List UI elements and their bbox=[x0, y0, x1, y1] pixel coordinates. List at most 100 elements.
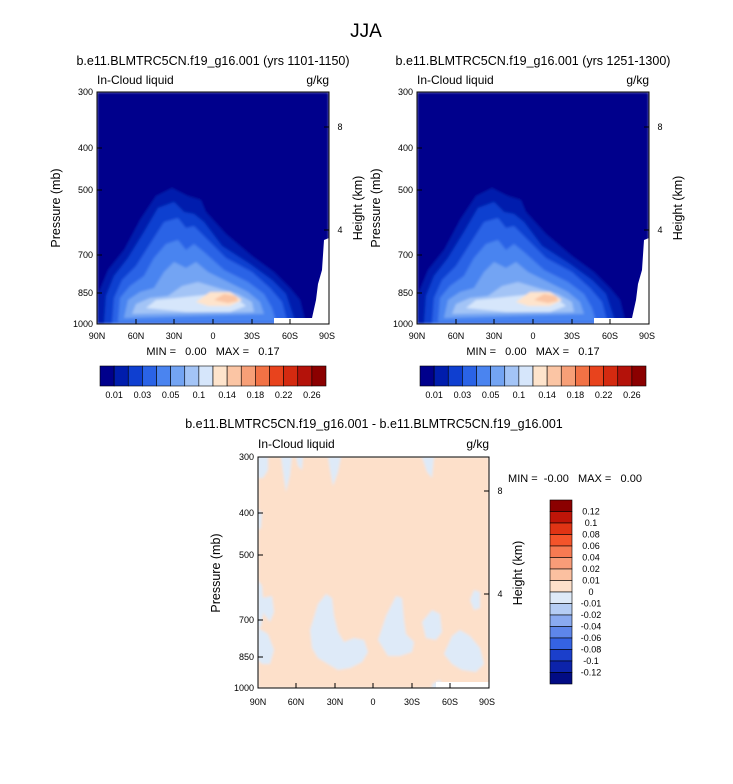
colorbar-swatch bbox=[518, 365, 534, 387]
colorbar-label: 0.01 bbox=[425, 390, 443, 400]
panel-b-field bbox=[417, 92, 649, 324]
colorbar-swatch bbox=[549, 591, 573, 604]
colorbar-swatch bbox=[549, 511, 573, 524]
colorbar-swatch bbox=[575, 365, 590, 387]
colorbar-swatch bbox=[589, 365, 604, 387]
panel-b-stats: MIN = 0.00 MAX = 0.17 bbox=[466, 346, 599, 358]
colorbar-swatch bbox=[549, 649, 573, 662]
colorbar-label: 0.18 bbox=[247, 390, 265, 400]
panel-a-xtick: 0 bbox=[210, 331, 215, 341]
colorbar-label: 0.05 bbox=[482, 390, 500, 400]
colorbar-swatch bbox=[184, 365, 200, 387]
panel-c-stats: MIN = -0.00 MAX = 0.00 bbox=[508, 473, 642, 485]
colorbar-swatch bbox=[631, 365, 647, 387]
colorbar-label: 0.1 bbox=[513, 390, 526, 400]
colorbar-label: 0.02 bbox=[582, 564, 600, 574]
panel-b-ytick: 850 bbox=[398, 288, 413, 298]
colorbar-label: -0.04 bbox=[581, 622, 602, 632]
panel-a: b.e11.BLMTRC5CN.f19_g16.001 (yrs 1101-11… bbox=[49, 54, 365, 400]
panel-a-ytick: 1000 bbox=[73, 319, 93, 329]
panel-b-xtick: 30N bbox=[486, 331, 503, 341]
colorbar-swatch bbox=[504, 365, 520, 387]
panel-b-xtick: 60N bbox=[448, 331, 465, 341]
colorbar-swatch bbox=[113, 365, 129, 387]
panel-a-right-tick: 4 bbox=[337, 225, 342, 235]
colorbar-label: 0.04 bbox=[582, 553, 600, 563]
colorbar-swatch bbox=[549, 545, 573, 558]
panel-a-stats: MIN = 0.00 MAX = 0.17 bbox=[146, 346, 279, 358]
colorbar-label: -0.02 bbox=[581, 610, 602, 620]
colorbar-label: 0 bbox=[588, 587, 593, 597]
panel-c-ytick: 400 bbox=[239, 508, 254, 518]
panel-c-xtick: 60S bbox=[442, 697, 458, 707]
panel-b-xtick: 30S bbox=[564, 331, 580, 341]
panel-b-ytick: 500 bbox=[398, 185, 413, 195]
panel-c-right-tick: 4 bbox=[497, 589, 502, 599]
panel-a-ytick: 700 bbox=[78, 250, 93, 260]
colorbar-swatch bbox=[142, 365, 157, 387]
figure-title: JJA bbox=[350, 21, 382, 42]
colorbar-label: 0.03 bbox=[134, 390, 152, 400]
colorbar-swatch bbox=[212, 365, 228, 387]
colorbar-swatch bbox=[549, 637, 573, 650]
colorbar-label: 0.1 bbox=[585, 518, 598, 528]
panel-c-right-tick: 8 bbox=[497, 486, 502, 496]
panel-a-title: b.e11.BLMTRC5CN.f19_g16.001 (yrs 1101-11… bbox=[76, 54, 349, 68]
panel-a-right-axis bbox=[324, 126, 329, 231]
colorbar-label: -0.01 bbox=[581, 599, 602, 609]
colorbar-label: 0.26 bbox=[303, 390, 321, 400]
panel-b-xtick: 60S bbox=[602, 331, 618, 341]
colorbar-swatch bbox=[549, 672, 573, 685]
colorbar-swatch bbox=[283, 365, 299, 387]
panel-a-xtick: 30S bbox=[244, 331, 260, 341]
panel-c-left-axis bbox=[258, 456, 263, 689]
colorbar-label: 0.01 bbox=[582, 576, 600, 586]
colorbar-swatch bbox=[603, 365, 619, 387]
panel-c-bottom-axis bbox=[257, 683, 490, 688]
colorbar-label: -0.06 bbox=[581, 633, 602, 643]
colorbar-label: 0.06 bbox=[582, 541, 600, 551]
panel-c-xtick: 30N bbox=[327, 697, 344, 707]
panel-b-left-string: In-Cloud liquid bbox=[417, 73, 494, 87]
panel-b-ytick: 400 bbox=[398, 143, 413, 153]
colorbar-swatch bbox=[269, 365, 284, 387]
panel-c: b.e11.BLMTRC5CN.f19_g16.001 - b.e11.BLMT… bbox=[185, 417, 642, 707]
colorbar-label: 0.14 bbox=[538, 390, 556, 400]
panel-c-xtick: 0 bbox=[370, 697, 375, 707]
panel-c-ytick: 300 bbox=[239, 452, 254, 462]
panel-b-right-axis bbox=[644, 126, 649, 231]
colorbar-swatch bbox=[560, 365, 576, 387]
panel-c-ytick: 700 bbox=[239, 615, 254, 625]
colorbar-swatch bbox=[419, 365, 435, 387]
colorbar-swatch bbox=[549, 580, 573, 593]
panel-c-ytick: 1000 bbox=[234, 683, 254, 693]
colorbar-label: 0.14 bbox=[218, 390, 236, 400]
panel-a-xtick: 60N bbox=[128, 331, 145, 341]
panel-b-ytick: 300 bbox=[398, 87, 413, 97]
colorbar-swatch bbox=[433, 365, 449, 387]
colorbar-swatch bbox=[549, 534, 573, 547]
panel-b-bottom-axis bbox=[416, 319, 650, 324]
colorbar-swatch bbox=[549, 557, 573, 570]
colorbar-swatch bbox=[549, 603, 573, 616]
panel-a-ytick: 400 bbox=[78, 143, 93, 153]
panel-a-ytick: 850 bbox=[78, 288, 93, 298]
colorbar-swatch bbox=[549, 626, 573, 639]
panel-a-xtick: 90N bbox=[89, 331, 106, 341]
panel-b-ytick: 700 bbox=[398, 250, 413, 260]
colorbar-swatch bbox=[532, 365, 548, 387]
panel-b-xtick: 90S bbox=[639, 331, 655, 341]
colorbar-swatch bbox=[226, 365, 242, 387]
panel-b-xtick: 90N bbox=[409, 331, 426, 341]
panel-c-title: b.e11.BLMTRC5CN.f19_g16.001 - b.e11.BLMT… bbox=[185, 417, 563, 431]
colorbar-swatch bbox=[476, 365, 491, 387]
colorbar-swatch bbox=[198, 365, 214, 387]
panel-c-xtick: 60N bbox=[288, 697, 305, 707]
panel-b-right-tick: 4 bbox=[657, 225, 662, 235]
colorbar-swatch bbox=[255, 365, 270, 387]
panel-a-ytick: 300 bbox=[78, 87, 93, 97]
colorbar-swatch bbox=[490, 365, 506, 387]
colorbar-label: 0.18 bbox=[567, 390, 585, 400]
panel-a-left-axis bbox=[97, 91, 102, 325]
